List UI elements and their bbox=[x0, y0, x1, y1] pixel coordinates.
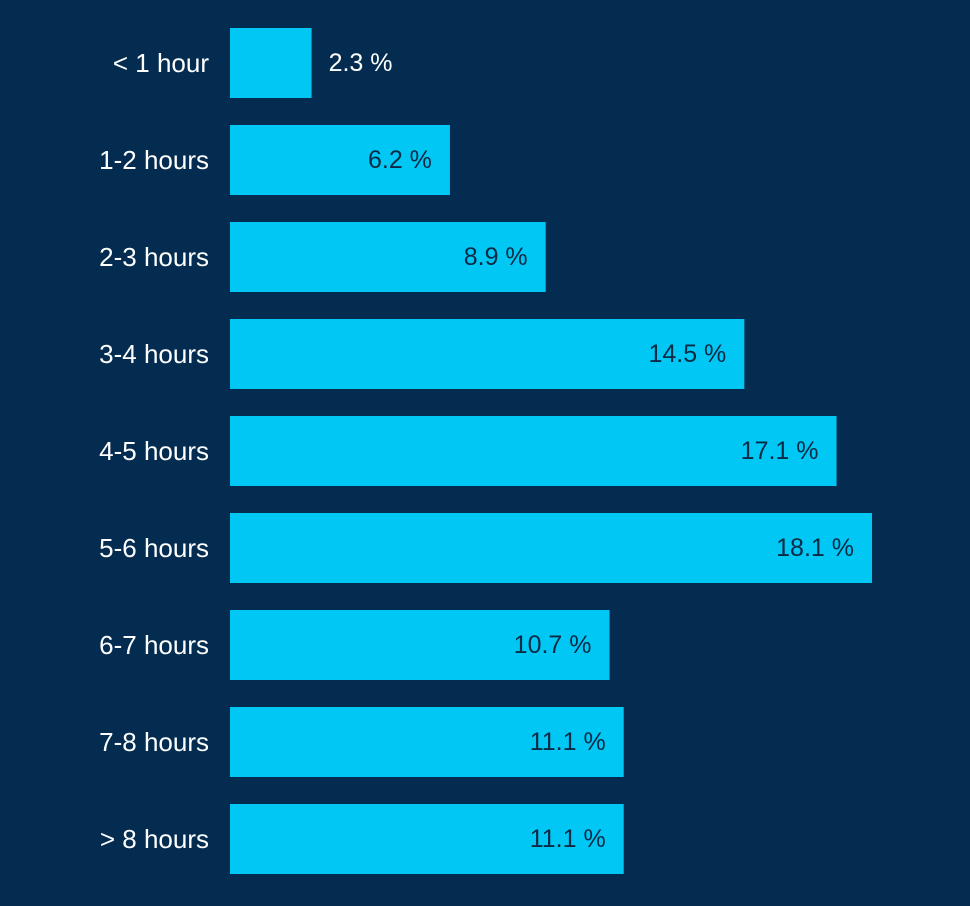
category-label: 3-4 hours bbox=[99, 339, 209, 369]
category-label: 1-2 hours bbox=[99, 145, 209, 175]
bars-group bbox=[230, 28, 872, 874]
bar bbox=[230, 28, 312, 98]
category-label: 7-8 hours bbox=[99, 727, 209, 757]
bar bbox=[230, 125, 450, 195]
category-label: 4-5 hours bbox=[99, 436, 209, 466]
value-label: 18.1 % bbox=[776, 534, 854, 562]
category-label: > 8 hours bbox=[100, 824, 209, 854]
bar bbox=[230, 610, 610, 680]
value-label: 11.1 % bbox=[530, 728, 606, 756]
value-label: 8.9 % bbox=[464, 243, 528, 271]
bar bbox=[230, 707, 624, 777]
value-label: 2.3 % bbox=[329, 49, 393, 77]
category-label: 5-6 hours bbox=[99, 533, 209, 563]
value-label: 14.5 % bbox=[648, 340, 726, 368]
category-label: 2-3 hours bbox=[99, 242, 209, 272]
value-label: 17.1 % bbox=[741, 437, 819, 465]
bar bbox=[230, 513, 872, 583]
value-label: 11.1 % bbox=[530, 825, 606, 853]
bar bbox=[230, 416, 837, 486]
bar bbox=[230, 222, 546, 292]
value-label: 6.2 % bbox=[368, 146, 432, 174]
category-label: 6-7 hours bbox=[99, 630, 209, 660]
bar bbox=[230, 319, 745, 389]
bar bbox=[230, 804, 624, 874]
labels-group: < 1 hour 2.3 % 1-2 hours 6.2 % 2-3 hours 8.9 … bbox=[99, 48, 854, 854]
value-label: 10.7 % bbox=[514, 631, 592, 659]
category-label: < 1 hour bbox=[113, 48, 209, 78]
